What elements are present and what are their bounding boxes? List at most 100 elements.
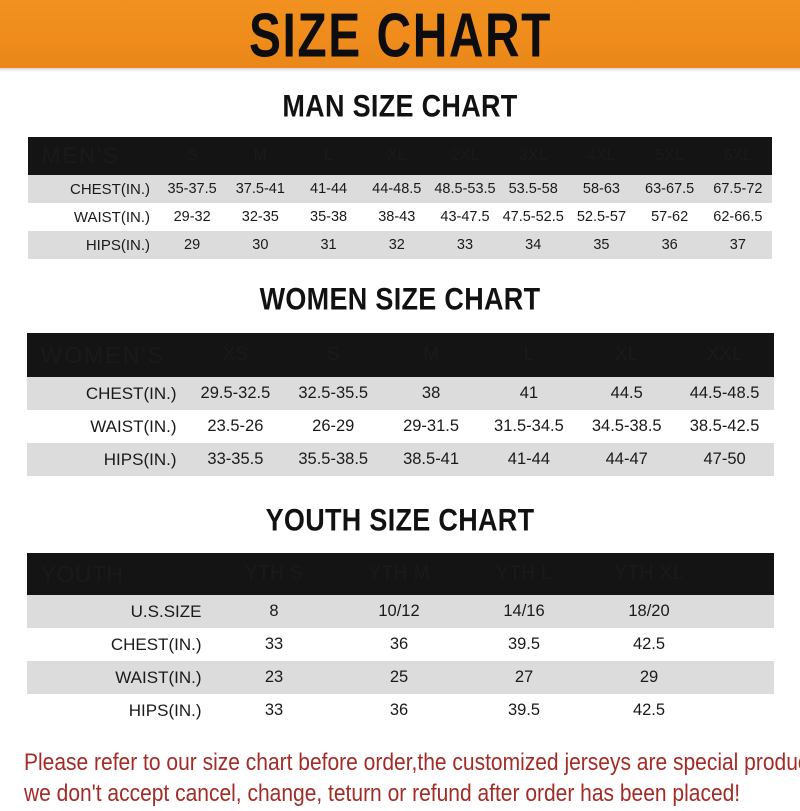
table-row: WAIST(IN.) 23.5-26 26-29 29-31.5 31.5-34…: [26, 410, 774, 443]
youth-size-header: YTH S: [244, 563, 304, 584]
youth-cell: 25: [389, 668, 409, 686]
women-size-header: L: [523, 344, 535, 365]
youth-cell: 42.5: [632, 635, 666, 653]
women-cell: 35.5-38.5: [298, 450, 369, 468]
men-size-header: L: [324, 147, 333, 164]
table-row: HIPS(IN.) 29 30 31 32 33 34 35 36 37: [28, 231, 772, 259]
women-size-header: XS: [222, 344, 249, 365]
men-cell: 57-62: [651, 209, 689, 225]
men-size-header: 3XL: [518, 147, 548, 164]
women-corner-label: WOMEN'S: [40, 341, 165, 368]
women-cell: 29.5-32.5: [200, 384, 271, 402]
men-size-table: MEN'S S M L XL 2XL 3XL 4XL 5XL 6XL CHEST…: [28, 137, 772, 259]
youth-cell: 18/20: [628, 602, 670, 620]
men-section-heading: MAN SIZE CHART: [282, 88, 518, 124]
women-cell: 47-50: [703, 450, 746, 468]
men-table-body: CHEST(IN.) 35-37.5 37.5-41 41-44 44-48.5…: [28, 175, 772, 259]
youth-cell: 39.5: [507, 635, 541, 653]
page-title: SIZE CHART: [248, 0, 552, 69]
men-size-header: XL: [386, 147, 407, 164]
men-cell: 30: [252, 237, 269, 253]
youth-cell-spacer: [712, 595, 774, 628]
youth-cell-spacer: [712, 628, 774, 661]
youth-size-header: YTH L: [495, 563, 553, 584]
youth-cell: 8: [269, 602, 279, 620]
women-size-table-container: WOMEN'S XS S M L XL XXL CHEST(IN.) 29.5-…: [26, 333, 774, 476]
men-size-header: S: [186, 147, 198, 164]
men-cell: 52.5-57: [576, 209, 627, 225]
banner-shadow-divider: [0, 68, 800, 72]
table-row: HIPS(IN.) 33-35.5 35.5-38.5 38.5-41 41-4…: [26, 443, 774, 476]
men-corner-label: MEN'S: [42, 143, 120, 168]
table-row: U.S.SIZE 8 10/12 14/16 18/20: [26, 595, 774, 628]
men-cell: 63-67.5: [645, 181, 695, 197]
footer-line-2: we don't accept cancel, change, teturn o…: [24, 780, 741, 807]
women-cell: 38: [421, 384, 441, 402]
youth-size-header: YTH M: [368, 563, 430, 584]
women-table-head: WOMEN'S XS S M L XL XXL: [26, 333, 774, 377]
men-table-head: MEN'S S M L XL 2XL 3XL 4XL 5XL 6XL: [28, 137, 772, 175]
men-row-label: HIPS(IN.): [85, 236, 150, 254]
youth-cell: 10/12: [378, 602, 420, 620]
youth-cell: 23: [264, 668, 284, 686]
men-cell: 34: [525, 237, 542, 253]
women-cell: 31.5-34.5: [494, 417, 564, 435]
youth-row-label: HIPS(IN.): [128, 700, 202, 720]
men-cell: 44-48.5: [372, 181, 422, 197]
women-cell: 38.5-41: [403, 450, 460, 468]
youth-size-table-container: YOUTH YTH S YTH M YTH L YTH XL U.S.SIZE …: [26, 553, 774, 727]
women-size-header: XL: [615, 344, 639, 365]
women-cell: 33-35.5: [207, 450, 264, 468]
youth-size-table: YOUTH YTH S YTH M YTH L YTH XL U.S.SIZE …: [26, 553, 774, 727]
table-row: CHEST(IN.) 29.5-32.5 32.5-35.5 38 41 44.…: [26, 377, 774, 410]
men-size-table-container: MEN'S S M L XL 2XL 3XL 4XL 5XL 6XL CHEST…: [28, 137, 772, 259]
women-cell: 38.5-42.5: [689, 417, 760, 435]
men-cell: 41-44: [310, 181, 348, 197]
men-cell: 32-35: [241, 209, 279, 225]
women-cell: 41-44: [507, 450, 550, 468]
youth-cell: 42.5: [632, 701, 666, 719]
men-cell: 62-66.5: [713, 209, 763, 225]
youth-cell: 33: [264, 635, 284, 653]
men-cell: 35-37.5: [167, 181, 217, 197]
youth-table-body: U.S.SIZE 8 10/12 14/16 18/20 CHEST(IN.) …: [26, 595, 774, 727]
women-size-header: S: [326, 344, 340, 365]
youth-section-heading: YOUTH SIZE CHART: [265, 502, 535, 538]
table-row: WAIST(IN.) 23 25 27 29: [26, 661, 774, 694]
women-size-header: XXL: [706, 344, 743, 365]
youth-cell-spacer: [712, 694, 774, 727]
youth-cell: 29: [639, 668, 659, 686]
men-cell: 48.5-53.5: [434, 181, 496, 197]
table-row: WAIST(IN.) 29-32 32-35 35-38 38-43 43-47…: [28, 203, 772, 231]
women-size-table: WOMEN'S XS S M L XL XXL CHEST(IN.) 29.5-…: [26, 333, 774, 476]
youth-corner-label: YOUTH: [40, 560, 124, 587]
page-banner: SIZE CHART: [0, 0, 800, 68]
men-cell: 37: [729, 237, 746, 253]
youth-row-label: CHEST(IN.): [110, 634, 202, 654]
men-row-label: CHEST(IN.): [70, 180, 150, 198]
men-cell: 53.5-58: [508, 181, 558, 197]
youth-table-head: YOUTH YTH S YTH M YTH L YTH XL: [26, 553, 774, 595]
men-row-label: WAIST(IN.): [73, 208, 150, 226]
table-row: HIPS(IN.) 33 36 39.5 42.5: [26, 694, 774, 727]
youth-cell-spacer: [712, 661, 774, 694]
women-header-row: WOMEN'S XS S M L XL XXL: [26, 333, 774, 377]
men-cell: 37.5-41: [235, 181, 285, 197]
men-cell: 29: [184, 237, 201, 253]
women-size-header: M: [423, 344, 439, 365]
youth-header-row: YOUTH YTH S YTH M YTH L YTH XL: [26, 553, 774, 595]
youth-cell: 36: [389, 635, 409, 653]
women-cell: 26-29: [312, 417, 355, 435]
youth-row-label: WAIST(IN.): [115, 667, 202, 687]
men-cell: 32: [388, 237, 405, 253]
men-cell: 43-47.5: [440, 209, 490, 225]
youth-row-label: U.S.SIZE: [130, 601, 202, 621]
men-cell: 35-38: [310, 209, 348, 225]
women-row-label: WAIST(IN.): [90, 416, 177, 436]
women-cell: 23.5-26: [207, 417, 264, 435]
men-size-header: 6XL: [723, 147, 753, 164]
men-cell: 31: [320, 237, 337, 253]
men-size-header: 2XL: [450, 147, 480, 164]
men-size-header: 5XL: [655, 147, 684, 164]
men-cell: 33: [456, 237, 474, 253]
